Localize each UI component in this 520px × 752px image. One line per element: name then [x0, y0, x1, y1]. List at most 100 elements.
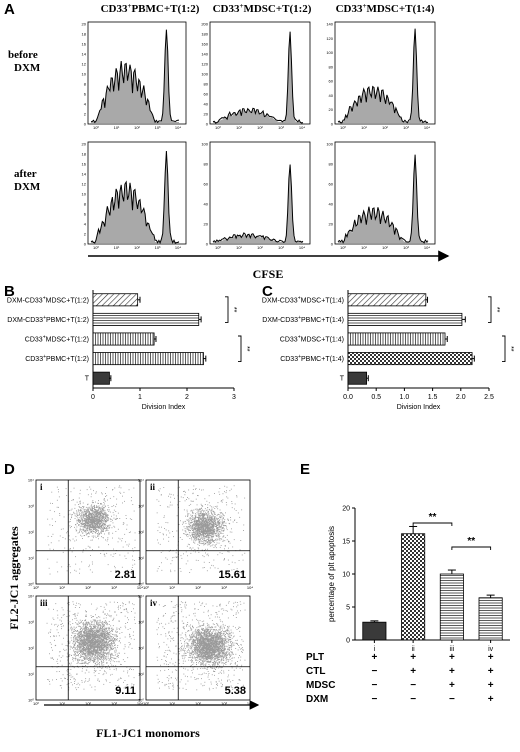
condition-label: CTL — [306, 666, 325, 677]
bar — [347, 312, 463, 326]
significance-label: ** — [493, 307, 500, 313]
x-tick-label: 2 — [185, 394, 189, 401]
histogram-xtick: 10² — [134, 125, 140, 130]
histogram-plot: 0 20 40 60 80 100 120 140 160 180 200 10⁰ 10¹ 10² 10³ 1… — [201, 22, 311, 130]
histogram-ytick: 0 — [206, 122, 209, 127]
condition-mark: − — [410, 680, 416, 691]
category-label: T — [340, 376, 345, 383]
category-label: CD33+MDSC+T(1:4) — [280, 335, 344, 344]
bar — [92, 352, 204, 366]
scatter-frame — [145, 595, 251, 701]
condition-label: DXM — [306, 694, 328, 705]
x-tick-label: 1 — [138, 394, 142, 401]
histogram-xtick: 10⁰ — [93, 125, 99, 130]
histogram-outline — [90, 150, 180, 245]
scatter-ytick: 10⁴ — [28, 594, 34, 599]
scatter-xtick: 10⁰ — [143, 585, 149, 590]
histogram-xtick: 10⁴ — [175, 125, 181, 130]
significance-label: ** — [429, 512, 437, 523]
significance-bracket — [225, 296, 229, 323]
scatter-ytick: 10⁰ — [138, 582, 144, 587]
histogram-frame — [334, 21, 436, 125]
scatter-ytick: 10¹ — [138, 672, 144, 677]
scatter-points — [47, 485, 136, 575]
histogram-outline — [90, 29, 180, 124]
histogram-ytick: 60 — [204, 92, 209, 97]
scatter-xtick: 10⁰ — [33, 701, 39, 706]
y-tick-label: 20 — [342, 506, 350, 513]
scatter-plot-index: iv — [150, 598, 158, 608]
x-tick-label: i — [374, 646, 376, 653]
histogram-fill — [91, 28, 179, 123]
panel-d-xlabel: FL1-JC1 monomors — [96, 726, 200, 740]
x-tick-label: iv — [488, 646, 494, 653]
histogram-ytick: 80 — [329, 162, 334, 167]
histogram-ytick: 200 — [201, 22, 208, 27]
x-tick-label: iii — [450, 646, 455, 653]
scatter-plot-index: iii — [40, 598, 48, 608]
histogram-ytick: 12 — [82, 182, 87, 187]
scatter-xtick: 10⁴ — [137, 701, 143, 706]
histogram-xtick: 10¹ — [236, 245, 242, 250]
bar — [347, 293, 427, 307]
quadrant-percentage: 15.61 — [218, 569, 246, 581]
scatter-xtick: 10¹ — [169, 585, 175, 590]
y-tick-label: 0 — [346, 638, 350, 645]
histogram-xtick: 10⁴ — [299, 125, 305, 130]
scatter-ytick: 10³ — [138, 620, 144, 625]
bar — [92, 332, 155, 346]
scatter-ytick: 10³ — [28, 504, 34, 509]
histogram-ytick: 4 — [84, 102, 87, 107]
significance-label: ** — [243, 346, 250, 352]
category-label: CD33+PBMC+T(1:4) — [280, 354, 344, 363]
panel-letter: C — [262, 283, 273, 300]
histogram-ytick: 80 — [204, 82, 209, 87]
bar — [347, 332, 446, 346]
panel-a-letter: A — [4, 1, 15, 18]
histogram-ytick: 100 — [326, 142, 333, 147]
histogram-xtick: 10⁴ — [299, 245, 305, 250]
histogram-plot: 0 20 40 60 80 100 10⁰ 10¹ 10² 10³ 10⁴ — [326, 142, 436, 250]
histogram-ytick: 20 — [204, 222, 209, 227]
histogram-ytick: 40 — [329, 93, 334, 98]
scatter-xtick: 10³ — [221, 701, 227, 706]
significance-bracket — [488, 296, 492, 323]
histogram-ytick: 180 — [201, 32, 208, 37]
row-label-before-1: before — [8, 49, 38, 61]
histogram-ytick: 16 — [82, 42, 87, 47]
histogram-ytick: 18 — [82, 32, 87, 37]
histogram-ytick: 0 — [331, 122, 334, 127]
panel-a: A CD33+PBMC+T(1:2) CD33+MDSC+T(1:2) CD33… — [4, 1, 450, 281]
histogram-plot: 0 2 4 6 8 10 12 14 16 18 20 10⁰ 10¹ 10² 10³ 10⁴ — [82, 22, 187, 130]
histogram-xtick: 10¹ — [114, 245, 120, 250]
histogram-ytick: 20 — [329, 222, 334, 227]
scatter-points — [156, 485, 246, 575]
scatter-ytick: 10⁰ — [28, 698, 34, 703]
histogram-outline — [337, 28, 429, 124]
condition-mark: + — [449, 680, 455, 691]
condition-mark: + — [410, 666, 416, 677]
bar — [92, 371, 110, 385]
category-label: CD33+PBMC+T(1:2) — [25, 354, 89, 363]
histogram-ytick: 2 — [84, 232, 87, 237]
histogram-ytick: 14 — [82, 52, 87, 57]
histogram-ytick: 20 — [204, 112, 209, 117]
bar — [92, 312, 200, 326]
scatter-frame — [145, 479, 251, 585]
condition-mark: − — [449, 694, 455, 705]
x-tick-label: 2.5 — [484, 394, 494, 401]
bar — [347, 371, 368, 385]
histogram-plot: 0 2 4 6 8 10 12 14 16 18 20 10⁰ 10¹ 10² 10³ 10⁴ — [82, 142, 187, 250]
cfse-label: CFSE — [253, 267, 284, 281]
condition-label: MDSC — [306, 680, 335, 691]
quadrant-percentage: 5.38 — [225, 685, 246, 697]
panel-letter: E — [300, 461, 310, 478]
scatter-ytick: 10² — [138, 646, 144, 651]
scatter-xtick: 10² — [195, 701, 201, 706]
histogram-ytick: 60 — [329, 182, 334, 187]
histogram-ytick: 20 — [82, 22, 87, 27]
histogram-xtick: 10⁰ — [340, 245, 346, 250]
category-label: T — [85, 376, 90, 383]
histogram-plot: 0 20 40 60 80 100 120 140 10⁰ 10¹ 10² 10³ 10⁴ — [326, 21, 436, 130]
